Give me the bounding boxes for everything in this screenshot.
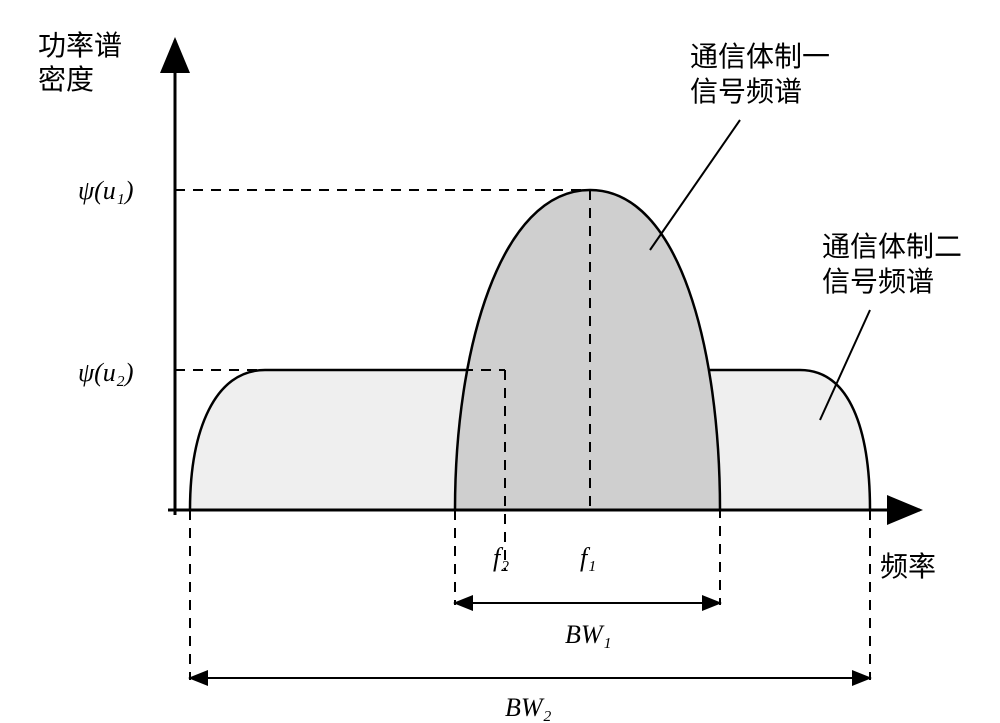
curve1-shape	[455, 190, 720, 510]
diagram-root: 功率谱 密度 频率 ψ(u₁) ψ(u₂) f₂ f₁ BW₁ BW₂ 通信体制…	[0, 0, 1000, 717]
callout1-pointer	[650, 120, 740, 250]
diagram-svg	[0, 0, 1000, 717]
